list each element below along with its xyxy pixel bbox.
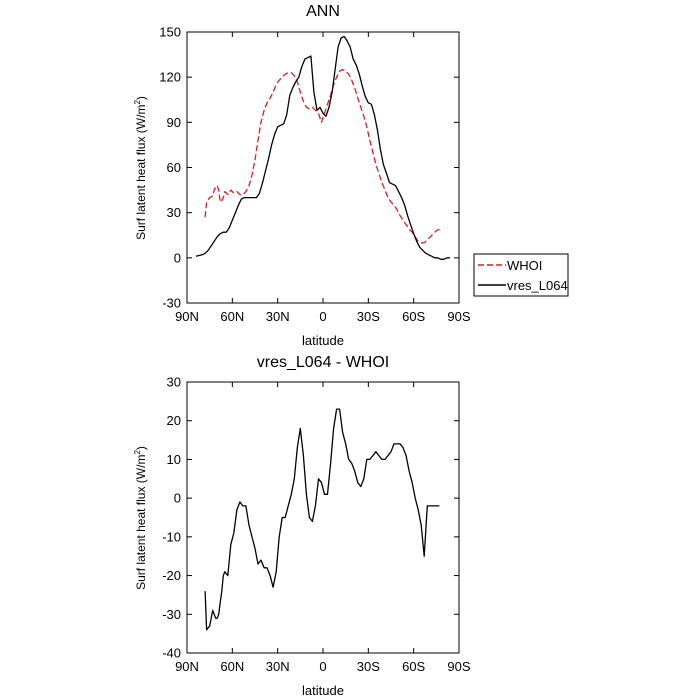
y-tick-label: 150 — [159, 25, 181, 40]
x-tick-label: 0 — [319, 309, 326, 324]
y-tick-label: 0 — [174, 491, 181, 506]
y-axis-label-text: Surf latent heat flux (W/m — [134, 455, 148, 590]
x-tick-label: 90S — [447, 309, 470, 324]
y-tick-label: -20 — [162, 568, 181, 583]
y-axis-label-text: Surf latent heat flux (W/m — [134, 105, 148, 240]
y-tick-label: 90 — [167, 115, 181, 130]
y-tick-label: -40 — [162, 646, 181, 661]
x-tick-label: 60N — [220, 659, 244, 674]
x-axis: 90N 60N 30N 0 30S 60S 90S — [175, 32, 471, 324]
y-tick-label: 60 — [167, 160, 181, 175]
y-tick-label: 0 — [174, 250, 181, 265]
legend: WHOI vres_L064 — [473, 253, 569, 297]
y-tick-label: 30 — [167, 205, 181, 220]
x-tick-label: 90N — [175, 659, 199, 674]
y-tick-label: -30 — [162, 607, 181, 622]
x-tick-label: 30N — [266, 309, 290, 324]
x-axis-label: latitude — [302, 683, 344, 698]
x-tick-label: 90S — [447, 659, 470, 674]
legend-label-whoi: WHOI — [507, 258, 542, 273]
legend-label-vres: vres_L064 — [507, 278, 568, 293]
y-axis: -30 0 30 60 90 120 150 — [159, 25, 459, 311]
y-tick-label: -10 — [162, 529, 181, 544]
plot-frame — [186, 31, 460, 304]
x-tick-label: 90N — [175, 309, 199, 324]
chart-title: vres_L064 - WHOI — [257, 354, 389, 371]
x-tick-label: 30S — [357, 309, 380, 324]
plot-area — [204, 408, 440, 631]
x-axis-label: latitude — [302, 333, 344, 348]
y-tick-label: 30 — [167, 375, 181, 390]
plot-frame — [186, 381, 460, 654]
x-tick-label: 0 — [319, 659, 326, 674]
x-tick-label: 60N — [220, 309, 244, 324]
x-tick-label: 30S — [357, 659, 380, 674]
x-tick-label: 60S — [402, 309, 425, 324]
x-axis: 90N 60N 30N 0 30S 60S 90S — [175, 382, 471, 674]
y-axis-label: Surf latent heat flux (W/m2) — [133, 96, 148, 240]
series-line-vres-l064 — [195, 35, 450, 260]
y-tick-label: -30 — [162, 296, 181, 311]
panel-top: ANN -30 0 30 60 90 120 150 90N 60N 30N 0 30S 60S 90S… — [133, 3, 569, 348]
x-tick-label: 30N — [266, 659, 290, 674]
y-axis-label-close: ) — [134, 96, 148, 100]
y-axis-label-sup: 2 — [133, 100, 142, 105]
y-axis-label-sup: 2 — [133, 450, 142, 455]
x-tick-label: 60S — [402, 659, 425, 674]
series-line-vres-l064-whoi — [204, 408, 440, 631]
y-tick-label: 10 — [167, 452, 181, 467]
series-line-whoi — [204, 68, 440, 244]
chart-title: ANN — [306, 3, 340, 20]
y-axis: -40 -30 -20 -10 0 10 20 30 — [162, 375, 459, 661]
y-tick-label: 120 — [159, 70, 181, 85]
y-axis-label-close: ) — [134, 446, 148, 450]
y-axis-label: Surf latent heat flux (W/m2) — [133, 446, 148, 590]
plot-area — [195, 35, 450, 260]
y-tick-label: 20 — [167, 413, 181, 428]
legend-box — [473, 253, 569, 297]
